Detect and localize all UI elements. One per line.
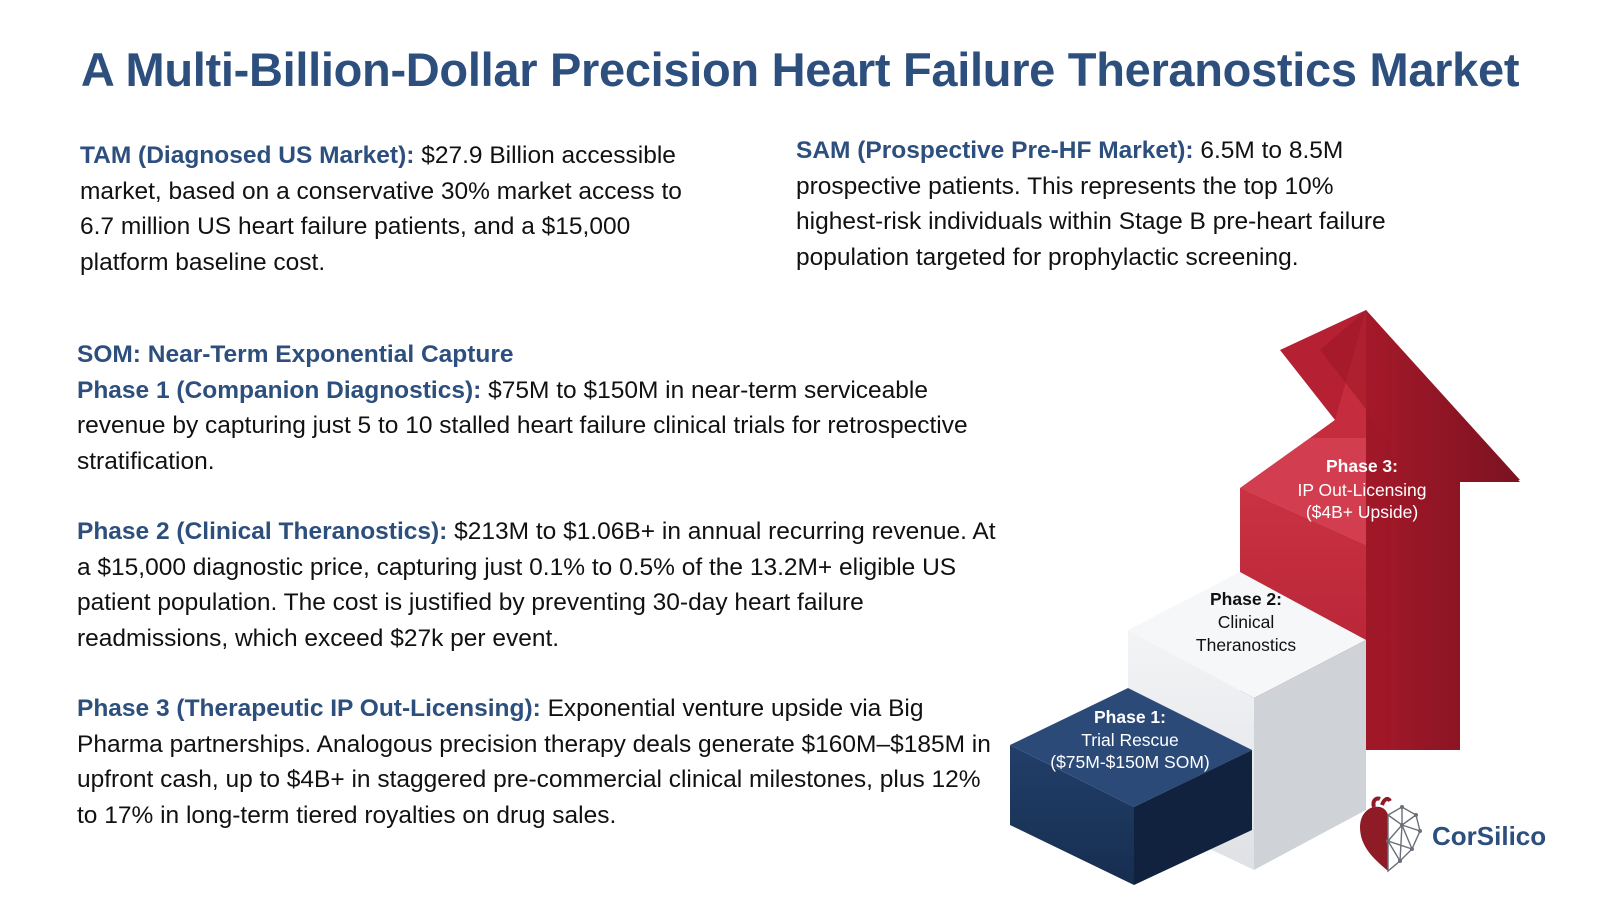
som-section: SOM: Near-Term Exponential Capture Phase… xyxy=(77,337,997,833)
step2-line1: Clinical xyxy=(1218,612,1274,632)
heart-network-icon xyxy=(1360,796,1422,873)
step3-line2: ($4B+ Upside) xyxy=(1306,502,1418,522)
phase2-paragraph: Phase 2 (Clinical Theranostics): $213M t… xyxy=(77,514,997,656)
corsilico-logo: CorSilico xyxy=(1356,795,1600,885)
step1-title: Phase 1: xyxy=(1094,707,1166,727)
phase2-label: Phase 2 (Clinical Theranostics): xyxy=(77,518,448,545)
step3-label: Phase 3: IP Out-Licensing ($4B+ Upside) xyxy=(1297,456,1426,522)
step1-line1: Trial Rescue xyxy=(1081,730,1179,750)
phase2-text: $213M to $1.06B+ in annual recurring rev… xyxy=(77,518,996,652)
page-title: A Multi-Billion-Dollar Precision Heart F… xyxy=(80,43,1520,96)
step2-line2: Theranostics xyxy=(1196,635,1296,655)
step1-line2: ($75M-$150M SOM) xyxy=(1050,752,1210,772)
tam-label: TAM (Diagnosed US Market): xyxy=(80,142,415,169)
sam-label: SAM (Prospective Pre-HF Market): xyxy=(796,137,1194,164)
step1-block xyxy=(1010,688,1252,885)
phase3-label: Phase 3 (Therapeutic IP Out-Licensing): xyxy=(77,695,541,722)
phase1-text: $75M to $150M in near-term serviceable r… xyxy=(77,376,968,475)
sam-section: SAM (Prospective Pre-HF Market): 6.5M to… xyxy=(796,133,1396,275)
sam-text: 6.5M to 8.5M prospective patients. This … xyxy=(796,137,1386,271)
step3-title: Phase 3: xyxy=(1326,456,1398,476)
step2-label: Phase 2: Clinical Theranostics xyxy=(1196,589,1296,655)
som-heading-text: SOM: Near-Term Exponential Capture xyxy=(77,341,514,368)
step1-label: Phase 1: Trial Rescue ($75M-$150M SOM) xyxy=(1050,707,1210,772)
tam-text: $27.9 Billion accessible market, based o… xyxy=(80,142,682,276)
logo-text: CorSilico xyxy=(1432,821,1547,851)
phase1-paragraph: Phase 1 (Companion Diagnostics): $75M to… xyxy=(77,373,997,480)
step3-line1: IP Out-Licensing xyxy=(1297,480,1426,500)
phase3-paragraph: Phase 3 (Therapeutic IP Out-Licensing): … xyxy=(77,691,997,833)
som-heading: SOM: Near-Term Exponential Capture xyxy=(77,337,997,373)
phase-staircase-illustration: Phase 3: IP Out-Licensing ($4B+ Upside) … xyxy=(1010,310,1520,885)
step2-title: Phase 2: xyxy=(1210,589,1282,609)
tam-section: TAM (Diagnosed US Market): $27.9 Billion… xyxy=(80,138,700,280)
phase1-label: Phase 1 (Companion Diagnostics): xyxy=(77,376,482,404)
phase3-text: Exponential venture upside via Big Pharm… xyxy=(77,695,991,829)
